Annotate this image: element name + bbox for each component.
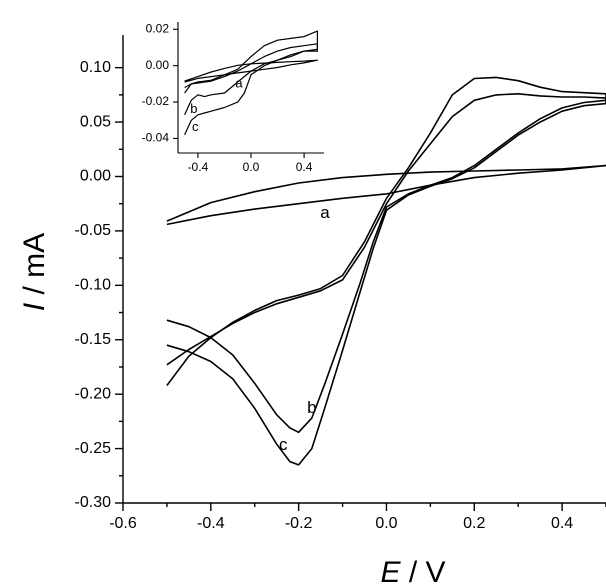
main-curve-c (166, 76, 606, 466)
x-axis-title: E / V (380, 556, 445, 587)
inset-axes: -0.4 0.0 0.4 0.02 0.00 -0.02 -0.04 (142, 21, 324, 174)
main-curve-label-a: a (320, 203, 330, 222)
inset-curve-labels: a bc (190, 75, 243, 134)
main-curve-label-c: c (279, 435, 288, 454)
x-axis-symbol: E (380, 556, 401, 587)
inset-curve-label-b: b (190, 101, 197, 116)
main-y-tick-label: -0.25 (75, 440, 112, 457)
main-y-tick-label: 0.05 (80, 113, 111, 130)
inset-y-tick-label: 0.02 (146, 21, 170, 35)
main-curve-a (166, 164, 606, 226)
main-y-tick-label: 0.10 (80, 59, 111, 76)
inset-x-tick-label: -0.4 (188, 160, 209, 174)
main-curve-label-b: b (307, 398, 316, 417)
inset-curve-label-c: c (192, 119, 199, 134)
main-x-tick-label: 0.2 (463, 515, 485, 532)
main-curve-b (166, 93, 606, 434)
inset-curves (184, 30, 318, 136)
main-x-tick-label: 0.0 (375, 515, 397, 532)
inset-y-tick-label: -0.04 (142, 131, 170, 145)
inset-x-tick-label: 0.4 (296, 160, 313, 174)
main-y-tick-label: 0.00 (80, 168, 111, 185)
main-x-tick-label: -0.6 (109, 515, 137, 532)
inset-curve-c (184, 30, 318, 136)
y-axis-title: I / mA (18, 233, 51, 311)
main-x-tick-label: 0.4 (551, 515, 573, 532)
main-curves (166, 76, 606, 466)
x-axis-unit: / V (401, 556, 446, 587)
main-y-tick-label: -0.05 (75, 222, 112, 239)
main-y-tick-label: -0.15 (75, 331, 112, 348)
inset-curve-label-a: a (235, 75, 243, 90)
main-curve-labels: a bc (279, 203, 330, 454)
inset-background (130, 4, 330, 178)
main-y-tick-label: -0.30 (75, 494, 112, 511)
y-axis-unit: / mA (18, 233, 51, 303)
inset-curve-b (184, 43, 318, 116)
inset-plot: -0.4 0.0 0.4 0.02 0.00 -0.02 -0.04 a bc (130, 4, 330, 178)
main-plot: -0.6 -0.4 -0.2 0.0 0.2 0.4 0.10 0.05 0.00 -0.05 -0… (75, 35, 606, 532)
inset-y-tick-label: 0.00 (146, 58, 170, 72)
y-axis-symbol: I (18, 303, 51, 311)
main-axes: -0.6 -0.4 -0.2 0.0 0.2 0.4 0.10 0.05 0.00 -0.05 -0… (75, 35, 606, 532)
inset-x-tick-label: 0.0 (243, 160, 260, 174)
main-y-tick-label: -0.10 (75, 277, 112, 294)
main-x-tick-label: -0.2 (285, 515, 313, 532)
main-x-tick-label: -0.4 (197, 515, 225, 532)
main-y-tick-label: -0.20 (75, 385, 112, 402)
inset-y-tick-label: -0.02 (142, 94, 170, 108)
